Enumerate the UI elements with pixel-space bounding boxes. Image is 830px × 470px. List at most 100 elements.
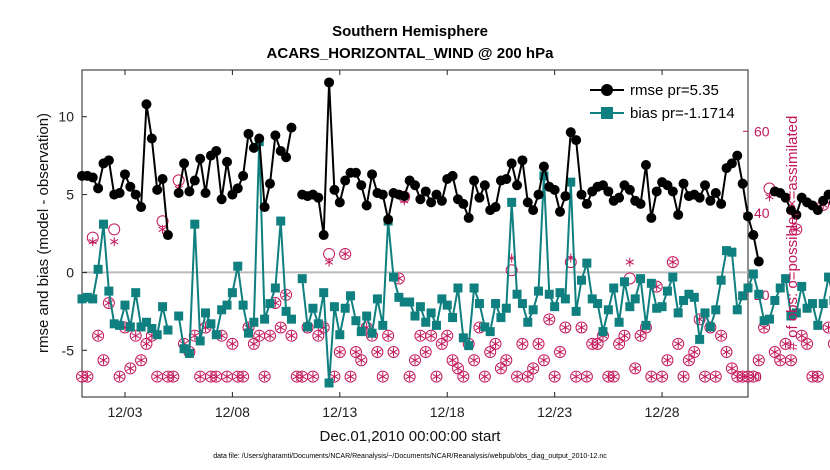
obs-assimilated-point [690, 347, 699, 357]
obs-assimilated-point [260, 372, 269, 382]
obs-assimilated-point [115, 372, 124, 382]
bias-point [163, 325, 173, 335]
obs-possible-point [247, 337, 260, 350]
bias-point [260, 314, 270, 324]
obs-assimilated-point [99, 355, 108, 365]
bias-point [695, 334, 705, 344]
obs-possible-point [140, 337, 153, 350]
obs-possible-point [446, 354, 459, 367]
y-left-tick-label: 10 [58, 109, 74, 125]
bias-point [534, 286, 544, 296]
bias-point [265, 299, 275, 309]
obs-assimilated-point [550, 372, 559, 382]
bias-point [125, 322, 135, 332]
bias-point [313, 319, 323, 329]
bias-point [646, 278, 656, 288]
rmse-point [238, 170, 249, 181]
rmse-point [329, 184, 340, 195]
rmse-point [340, 175, 351, 186]
bias-point [523, 317, 533, 327]
footnote: data file: /Users/gharamti/Documents/NCA… [213, 453, 607, 460]
obs-possible-point [527, 362, 540, 375]
bias-point [415, 302, 425, 312]
obs-assimilated-point [437, 339, 447, 349]
rmse-point [469, 175, 480, 186]
rmse-point [211, 145, 222, 156]
obs-possible-point [618, 329, 631, 342]
obs-assimilated-point [512, 372, 522, 382]
obs-possible-point [478, 370, 491, 383]
bias-point [539, 171, 549, 181]
rmse-point [367, 169, 378, 180]
rmse-point [152, 184, 163, 195]
rmse-point [426, 197, 437, 208]
x-tick-label: 12/23 [537, 404, 572, 420]
obs-possible-point [693, 313, 706, 326]
obs-possible-point [801, 337, 814, 350]
rmse-point [614, 192, 625, 203]
bias-point [426, 308, 436, 318]
bias-point [195, 336, 205, 346]
bias-point [437, 294, 447, 304]
obs-assimilated-point [351, 347, 361, 357]
rmse-point [399, 191, 410, 202]
obs-assimilated-point [88, 237, 97, 247]
rmse-point [555, 206, 566, 217]
obs-assimilated-point [383, 331, 393, 341]
obs-possible-point [688, 346, 701, 359]
rmse-point [667, 186, 678, 197]
obs-assimilated-point [625, 257, 635, 267]
bias-point [630, 294, 640, 304]
obs-assimilated-point [727, 363, 737, 373]
rmse-point [522, 197, 533, 208]
obs-possible-markers [76, 174, 830, 383]
rmse-point [705, 195, 716, 206]
obs-possible-point [661, 354, 674, 367]
obs-possible-point [677, 370, 690, 383]
rmse-point [732, 150, 743, 161]
rmse-point [463, 212, 474, 223]
bias-point [211, 330, 221, 340]
bias-point [791, 308, 801, 318]
rmse-point [716, 198, 727, 209]
obs-assimilated-point [314, 331, 323, 341]
bias-point [807, 299, 817, 309]
bias-point [286, 314, 296, 324]
rmse-point [651, 186, 662, 197]
obs-assimilated-point [620, 331, 629, 341]
bias-point [727, 247, 737, 257]
rmse-point [549, 184, 560, 195]
obs-assimilated-point [754, 355, 763, 365]
obs-possible-point [559, 321, 572, 334]
obs-possible-point [371, 346, 384, 359]
bias-point [474, 299, 484, 309]
obs-assimilated-point [265, 331, 275, 341]
bias-point [550, 302, 560, 312]
x-tick-label: 12/03 [107, 404, 142, 420]
rmse-point [254, 133, 265, 144]
obs-possible-point [312, 329, 325, 342]
rmse-point [576, 189, 587, 200]
obs-possible-point [827, 339, 830, 349]
obs-possible-point [333, 346, 346, 359]
obs-assimilated-point [668, 257, 677, 267]
obs-possible-point [752, 354, 765, 367]
bias-point [319, 288, 329, 298]
rmse-point [743, 211, 753, 222]
bias-point [716, 275, 726, 285]
bias-point [582, 258, 592, 268]
obs-assimilated-point [534, 339, 543, 349]
bias-point [711, 305, 721, 315]
obs-assimilated-point [276, 323, 285, 333]
bias-point [571, 306, 581, 316]
obs-assimilated-point [335, 347, 344, 357]
obs-possible-point [521, 370, 534, 383]
obs-assimilated-point [443, 331, 452, 341]
obs-possible-point [226, 337, 239, 350]
rmse-point [173, 188, 184, 199]
obs-assimilated-point [169, 372, 178, 382]
rmse-point [710, 188, 721, 199]
obs-possible-point [484, 346, 497, 359]
x-tick-label: 12/18 [430, 404, 465, 420]
bias-point [120, 300, 130, 310]
